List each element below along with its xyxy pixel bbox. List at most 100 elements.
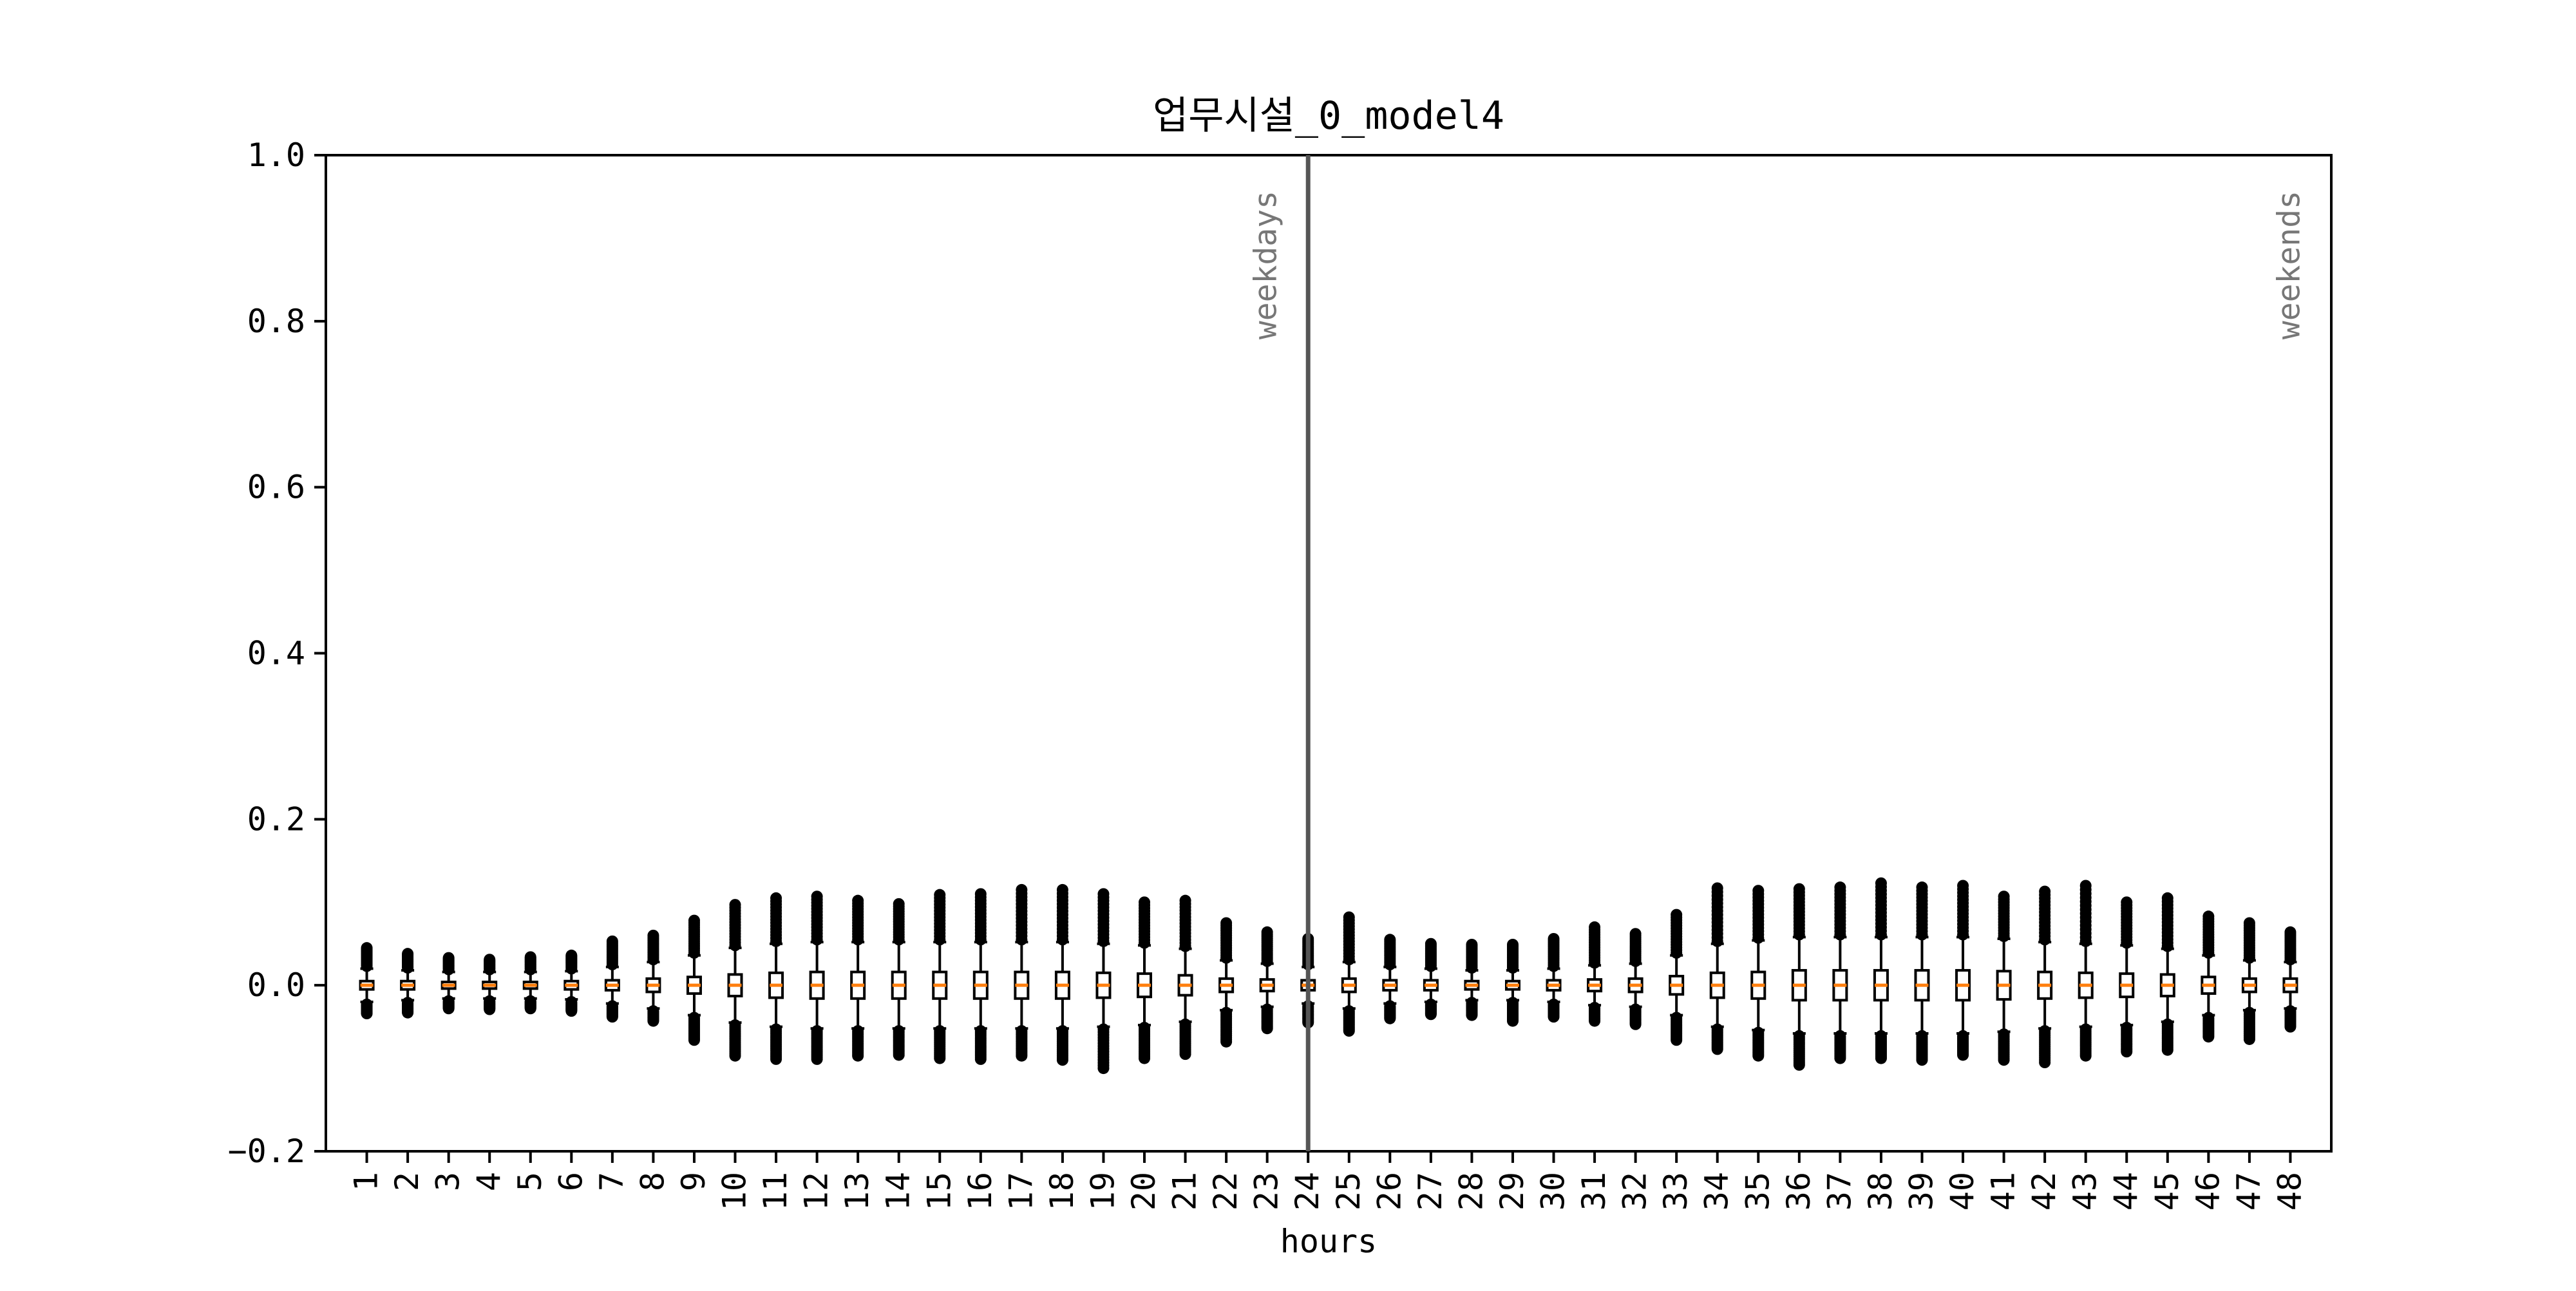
flier-point (1097, 888, 1110, 900)
flier-point (1998, 1054, 2010, 1066)
x-tick-label: 47 (2230, 1172, 2268, 1211)
x-tick-label: 5 (511, 1172, 549, 1191)
y-tick-label: 1.0 (247, 137, 305, 174)
flier-point (1834, 881, 1846, 894)
flier-point (934, 1052, 946, 1064)
x-tick-label: 41 (1985, 1172, 2022, 1211)
flier-point (811, 1053, 823, 1065)
flier-point (484, 1003, 496, 1015)
flier-point (852, 894, 864, 907)
x-tick-label: 44 (2107, 1172, 2145, 1211)
x-tick-label: 10 (716, 1172, 753, 1211)
x-tick-label: 48 (2271, 1172, 2308, 1211)
y-tick-label: 0.4 (247, 635, 305, 672)
flier-point (1629, 1018, 1642, 1030)
flier-point (1548, 932, 1560, 945)
x-tick-label: 31 (1575, 1172, 1613, 1211)
flier-point (893, 1049, 905, 1061)
x-tick-label: 25 (1330, 1172, 1367, 1211)
flier-point (2284, 926, 2297, 938)
flier-point (1793, 1059, 1805, 1071)
x-tick-label: 45 (2148, 1172, 2186, 1211)
flier-point (1016, 1050, 1028, 1062)
x-tick-label: 34 (1698, 1172, 1736, 1211)
flier-point (811, 891, 823, 903)
flier-point (688, 914, 700, 927)
flier-point (1466, 938, 1478, 950)
y-tick-label: 0.2 (247, 800, 305, 838)
flier-point (402, 1006, 414, 1019)
flier-point (1425, 938, 1437, 950)
flier-point (2243, 917, 2255, 929)
x-tick-label: 43 (2067, 1172, 2104, 1211)
flier-point (770, 1053, 782, 1065)
x-tick-label: 2 (388, 1172, 426, 1191)
flier-point (1220, 1035, 1233, 1048)
flier-point (1589, 1015, 1601, 1027)
flier-point (1957, 880, 1969, 892)
flier-point (1261, 1022, 1273, 1035)
flier-point (1793, 883, 1805, 895)
flier-point (1875, 1052, 1887, 1064)
flier-point (1220, 917, 1233, 929)
x-tick-label: 29 (1493, 1172, 1531, 1211)
x-axis-label: hours (1280, 1223, 1378, 1260)
flier-point (974, 888, 987, 900)
x-tick-label: 21 (1166, 1172, 1204, 1211)
x-tick-label: 13 (838, 1172, 876, 1211)
flier-point (2121, 896, 2133, 909)
flier-point (524, 951, 536, 963)
flier-point (2039, 1057, 2051, 1069)
flier-point (1629, 928, 1642, 940)
x-tick-label: 37 (1821, 1172, 1858, 1211)
flier-point (2079, 880, 2092, 892)
flier-point (1261, 926, 1273, 938)
flier-point (1875, 877, 1887, 889)
flier-point (2121, 1046, 2133, 1058)
x-tick-label: 23 (1248, 1172, 1285, 1211)
flier-point (729, 899, 741, 911)
x-tick-label: 19 (1084, 1172, 1121, 1211)
flier-point (2202, 910, 2215, 923)
flier-point (729, 1050, 741, 1062)
flier-point (2039, 885, 2051, 898)
flier-point (852, 1050, 864, 1062)
x-tick-label: 35 (1739, 1172, 1776, 1211)
x-tick-label: 26 (1370, 1172, 1408, 1211)
flier-point (565, 949, 578, 961)
flier-point (1671, 909, 1683, 921)
x-tick-label: 22 (1207, 1172, 1244, 1211)
flier-point (1016, 883, 1028, 896)
flier-point (1343, 1025, 1355, 1037)
flier-point (2079, 1050, 2092, 1062)
x-tick-label: 40 (1944, 1172, 1981, 1211)
flier-point (1425, 1008, 1437, 1021)
flier-point (770, 892, 782, 904)
x-tick-label: 20 (1125, 1172, 1162, 1211)
y-tick-label: 0.6 (247, 469, 305, 506)
flier-point (1343, 911, 1355, 923)
x-tick-label: 4 (470, 1172, 507, 1191)
flier-point (647, 1015, 659, 1027)
flier-point (688, 1034, 700, 1046)
flier-point (1916, 1054, 1928, 1066)
flier-point (1752, 885, 1765, 897)
x-tick-label: 46 (2189, 1172, 2226, 1211)
chart-title: 업무시설_0_model4 (1153, 93, 1504, 138)
flier-point (1139, 896, 1151, 909)
flier-point (442, 952, 455, 964)
x-tick-label: 38 (1862, 1172, 1899, 1211)
flier-point (606, 1011, 618, 1023)
x-tick-label: 16 (961, 1172, 999, 1211)
flier-point (1056, 883, 1068, 896)
flier-point (2284, 1021, 2297, 1033)
flier-point (1056, 1054, 1068, 1066)
flier-point (1711, 1043, 1723, 1055)
x-tick-label: 33 (1657, 1172, 1694, 1211)
flier-point (893, 898, 905, 910)
flier-point (1179, 894, 1191, 907)
flier-point (1711, 882, 1723, 894)
annotation-weekdays: weekdays (1248, 191, 1284, 339)
x-tick-label: 11 (757, 1172, 794, 1211)
